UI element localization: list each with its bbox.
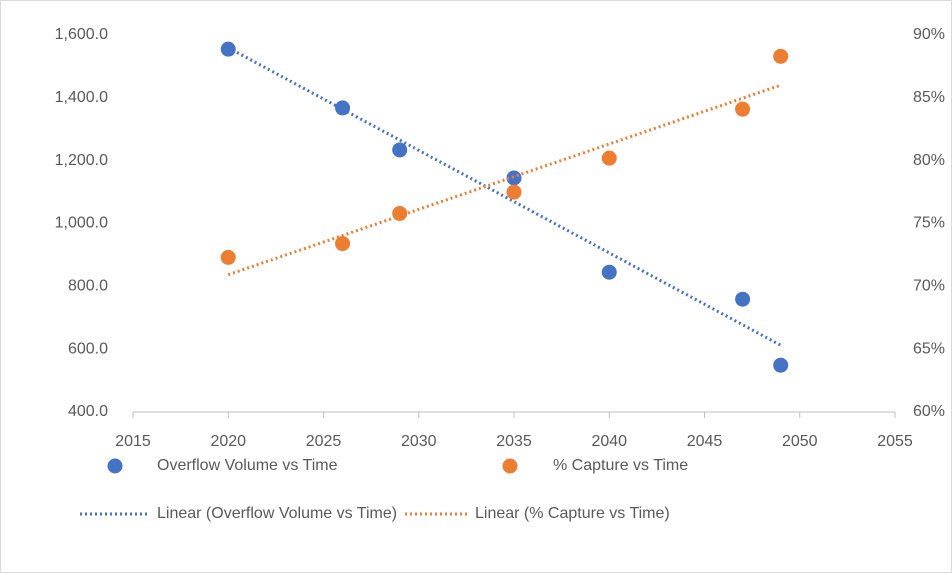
point	[735, 101, 751, 117]
point	[773, 357, 789, 373]
point	[335, 100, 351, 116]
y-tick-label: 1,000.0	[55, 215, 108, 232]
point	[601, 150, 617, 166]
y-tick-label: 400.0	[68, 403, 108, 420]
y2-tick-label: 90%	[913, 26, 945, 43]
y2-tick-label: 65%	[913, 340, 945, 357]
x-tick-label: 2025	[306, 433, 342, 450]
point	[392, 205, 408, 221]
x-tick-label: 2015	[115, 433, 151, 450]
y-tick-label: 1,400.0	[55, 89, 108, 106]
point	[392, 142, 408, 158]
y-tick-label: 600.0	[68, 340, 108, 357]
x-tick-label: 2030	[401, 433, 437, 450]
x-tick-label: 2035	[496, 433, 532, 450]
y2-tick-label: 85%	[913, 89, 945, 106]
legend-marker	[502, 458, 518, 474]
x-tick-label: 2055	[877, 433, 913, 450]
y-tick-label: 1,600.0	[55, 26, 108, 43]
y-tick-label: 1,200.0	[55, 152, 108, 169]
x-tick-label: 2020	[210, 433, 246, 450]
point	[773, 48, 789, 64]
legend-label: Linear (% Capture vs Time)	[475, 505, 670, 522]
point	[220, 249, 236, 265]
y2-tick-label: 70%	[913, 278, 945, 295]
point	[601, 264, 617, 280]
point	[506, 184, 522, 200]
legend-label: Overflow Volume vs Time	[157, 457, 338, 474]
x-tick-label: 2040	[591, 433, 627, 450]
legend-label: Linear (Overflow Volume vs Time)	[157, 505, 397, 522]
point	[335, 236, 351, 252]
y2-tick-label: 80%	[913, 152, 945, 169]
x-tick-label: 2050	[782, 433, 818, 450]
trendline	[227, 83, 782, 277]
y2-tick-label: 60%	[913, 403, 945, 420]
x-tick-label: 2045	[687, 433, 723, 450]
legend-label: % Capture vs Time	[553, 457, 688, 474]
y-tick-label: 800.0	[68, 278, 108, 295]
point	[735, 291, 751, 307]
y2-tick-label: 75%	[913, 215, 945, 232]
point	[220, 41, 236, 57]
legend-marker	[107, 458, 123, 474]
